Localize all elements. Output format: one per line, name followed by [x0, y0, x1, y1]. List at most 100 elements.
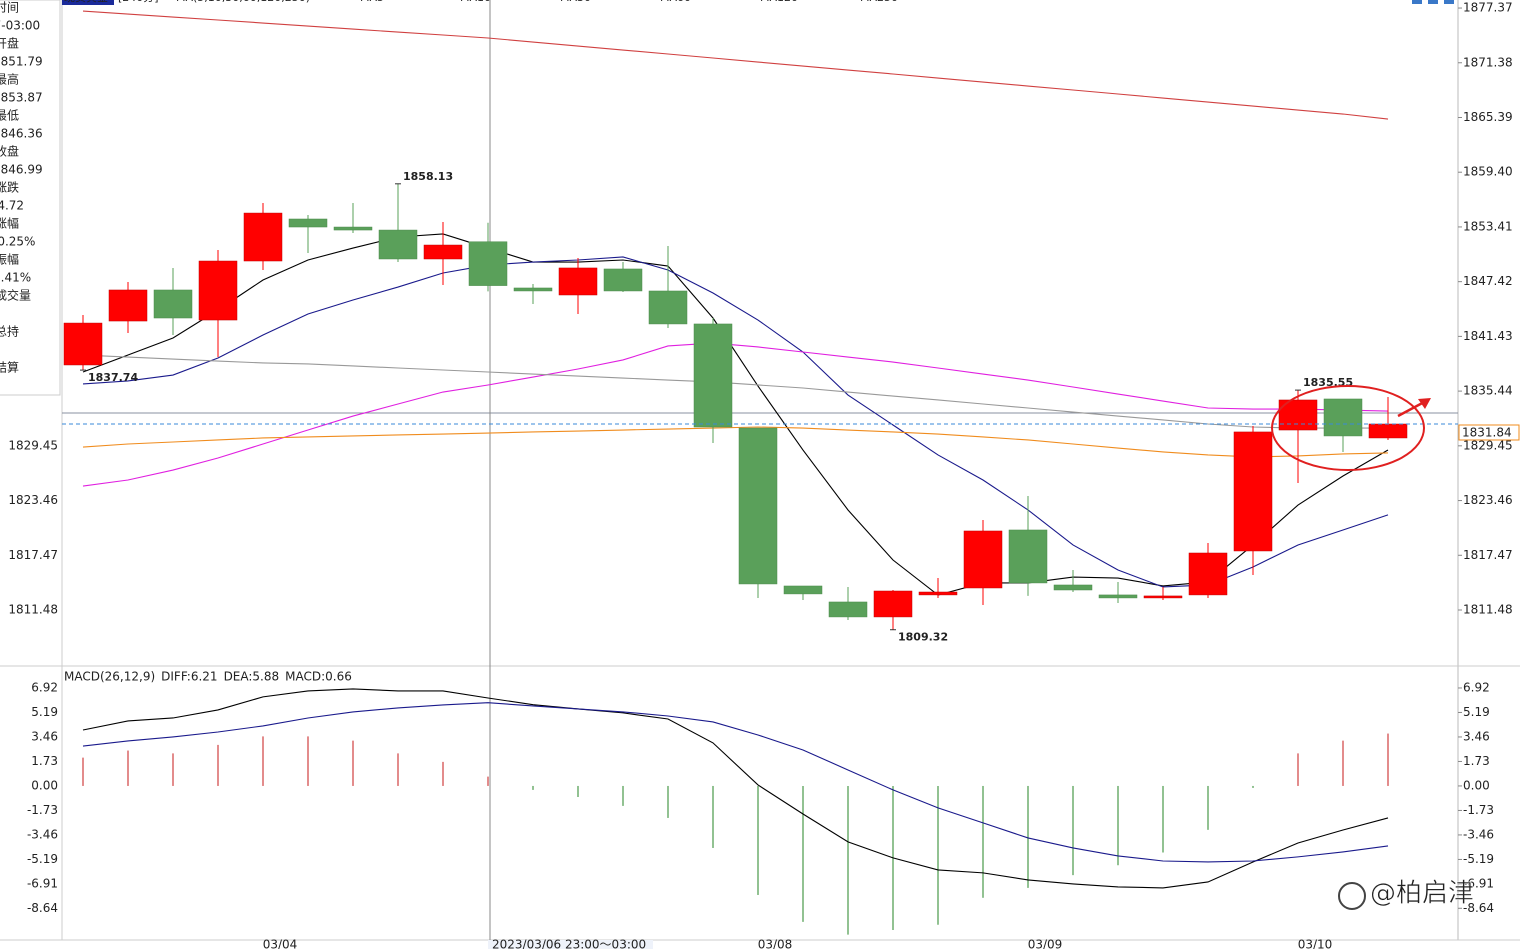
- legend-entry: MA5: [360, 0, 384, 4]
- candle-body: [513, 287, 553, 292]
- y-tick-label-left: 3.46: [31, 729, 58, 743]
- y-tick-label: 1871.38: [1463, 55, 1513, 69]
- info-value: 1846.99: [0, 163, 43, 177]
- last-price-box: [1458, 424, 1520, 441]
- last-price-label: 1831.84: [1462, 425, 1512, 439]
- extreme-label: 1858.13: [403, 170, 453, 183]
- y-tick-label: 6.92: [1463, 680, 1490, 694]
- info-panel: [0, 0, 61, 396]
- candle-body: [333, 226, 373, 231]
- y-tick-label-left: 1.73: [31, 754, 58, 768]
- candle-body: [558, 267, 598, 296]
- legend-entry: MA10: [460, 0, 491, 4]
- candle-body: [828, 601, 868, 618]
- y-tick-label: 1859.40: [1463, 165, 1513, 179]
- line-series: [82, 354, 1388, 429]
- line-series: [82, 256, 1389, 588]
- toolbar-icon[interactable]: [1428, 0, 1438, 4]
- y-tick-label-left: 1811.48: [8, 603, 58, 617]
- toolbar-icon[interactable]: [1412, 0, 1422, 4]
- y-tick-label: -1.73: [1463, 803, 1494, 817]
- candle-body: [1233, 431, 1273, 552]
- y-tick-label: 1.73: [1463, 754, 1490, 768]
- crosshair-time: 2023/03/06 23:00～03:00: [492, 938, 646, 949]
- candle-body: [1188, 552, 1228, 596]
- y-tick-label-left: 1817.47: [8, 548, 58, 562]
- extreme-label: 1837.74: [88, 371, 138, 384]
- info-value: 1846.36: [0, 127, 43, 141]
- y-tick-label: -5.19: [1463, 852, 1494, 866]
- watermark-logo: [1338, 882, 1366, 910]
- info-label: 成交量: [0, 288, 31, 303]
- info-value: 07-03:00: [0, 19, 40, 33]
- y-tick-label: -6.91: [1463, 876, 1494, 890]
- y-tick-label: 1877.37: [1463, 1, 1513, 15]
- x-tick-label: 03/04: [263, 938, 298, 949]
- legend-entry: MA30: [560, 0, 591, 4]
- y-tick-label-left: 1829.45: [8, 438, 58, 452]
- period: [240分]: [118, 0, 159, 4]
- symbol: 现货黄金: [64, 0, 108, 4]
- info-label: 总持: [0, 324, 19, 339]
- candle-body: [63, 322, 103, 366]
- candle-body: [648, 290, 688, 325]
- crosshair-time-box: [488, 940, 653, 949]
- candle-body: [243, 212, 283, 262]
- y-tick-label: 1817.47: [1463, 548, 1513, 562]
- macd-legend: MACD:0.66: [285, 670, 352, 684]
- info-value: -0.25%: [0, 235, 35, 249]
- macd-legend: MACD(26,12,9): [64, 670, 155, 684]
- symbol-box: [62, 0, 114, 5]
- info-value: 1851.79: [0, 55, 43, 69]
- candle-body: [918, 591, 958, 596]
- info-label: 开盘: [0, 36, 19, 51]
- y-tick-label-left: 1823.46: [8, 493, 58, 507]
- candle-body: [378, 229, 418, 260]
- y-tick-label: -8.64: [1463, 901, 1494, 915]
- y-tick-label-left: 6.92: [31, 680, 58, 694]
- candle-body: [1143, 595, 1183, 599]
- candle-body: [873, 590, 913, 618]
- macd-legend: DEA:5.88: [224, 670, 280, 684]
- x-tick-label: 03/09: [1028, 938, 1063, 949]
- arrow-head: [1418, 398, 1431, 409]
- x-tick-label: 03/10: [1298, 938, 1333, 949]
- line-series: [82, 10, 1389, 120]
- y-tick-label-left: -3.46: [27, 827, 58, 841]
- highlight-circle: [1271, 385, 1425, 471]
- info-value: 0.41%: [0, 271, 31, 285]
- y-tick-label: 1847.42: [1463, 274, 1513, 288]
- y-tick-label: 1835.44: [1463, 384, 1513, 398]
- candle-body: [108, 289, 148, 322]
- y-tick-label: 1823.46: [1463, 493, 1513, 507]
- candle-body: [783, 585, 823, 595]
- y-tick-label-left: 0.00: [31, 778, 58, 792]
- candle-body: [738, 427, 778, 585]
- info-label: 涨幅: [0, 216, 19, 231]
- y-tick-label: 0.00: [1463, 778, 1490, 792]
- y-tick-label: 3.46: [1463, 729, 1490, 743]
- ma-title: MA(5,10,30,60,120,250): [176, 0, 310, 4]
- macd-legend: DIFF:6.21: [161, 670, 217, 684]
- candle-body: [1323, 398, 1363, 437]
- candle-body: [1053, 584, 1093, 591]
- info-label: 振幅: [0, 252, 19, 267]
- line-series: [82, 702, 1389, 863]
- line-series: [82, 426, 1389, 458]
- info-value: -4.72: [0, 199, 24, 213]
- candle-body: [1098, 594, 1138, 599]
- info-value: 1853.87: [0, 91, 43, 105]
- y-tick-label: 5.19: [1463, 705, 1490, 719]
- toolbar-icon[interactable]: [1444, 0, 1454, 4]
- info-label: 最低: [0, 109, 19, 123]
- legend-entry: MA120: [760, 0, 798, 4]
- info-label: 涨跌: [0, 180, 19, 195]
- line-series: [82, 233, 1389, 596]
- line-series: [82, 688, 1389, 889]
- y-tick-label-left: -6.91: [27, 876, 58, 890]
- y-tick-label-left: -1.73: [27, 803, 58, 817]
- candle-body: [288, 218, 328, 228]
- info-label: 时间: [0, 1, 19, 15]
